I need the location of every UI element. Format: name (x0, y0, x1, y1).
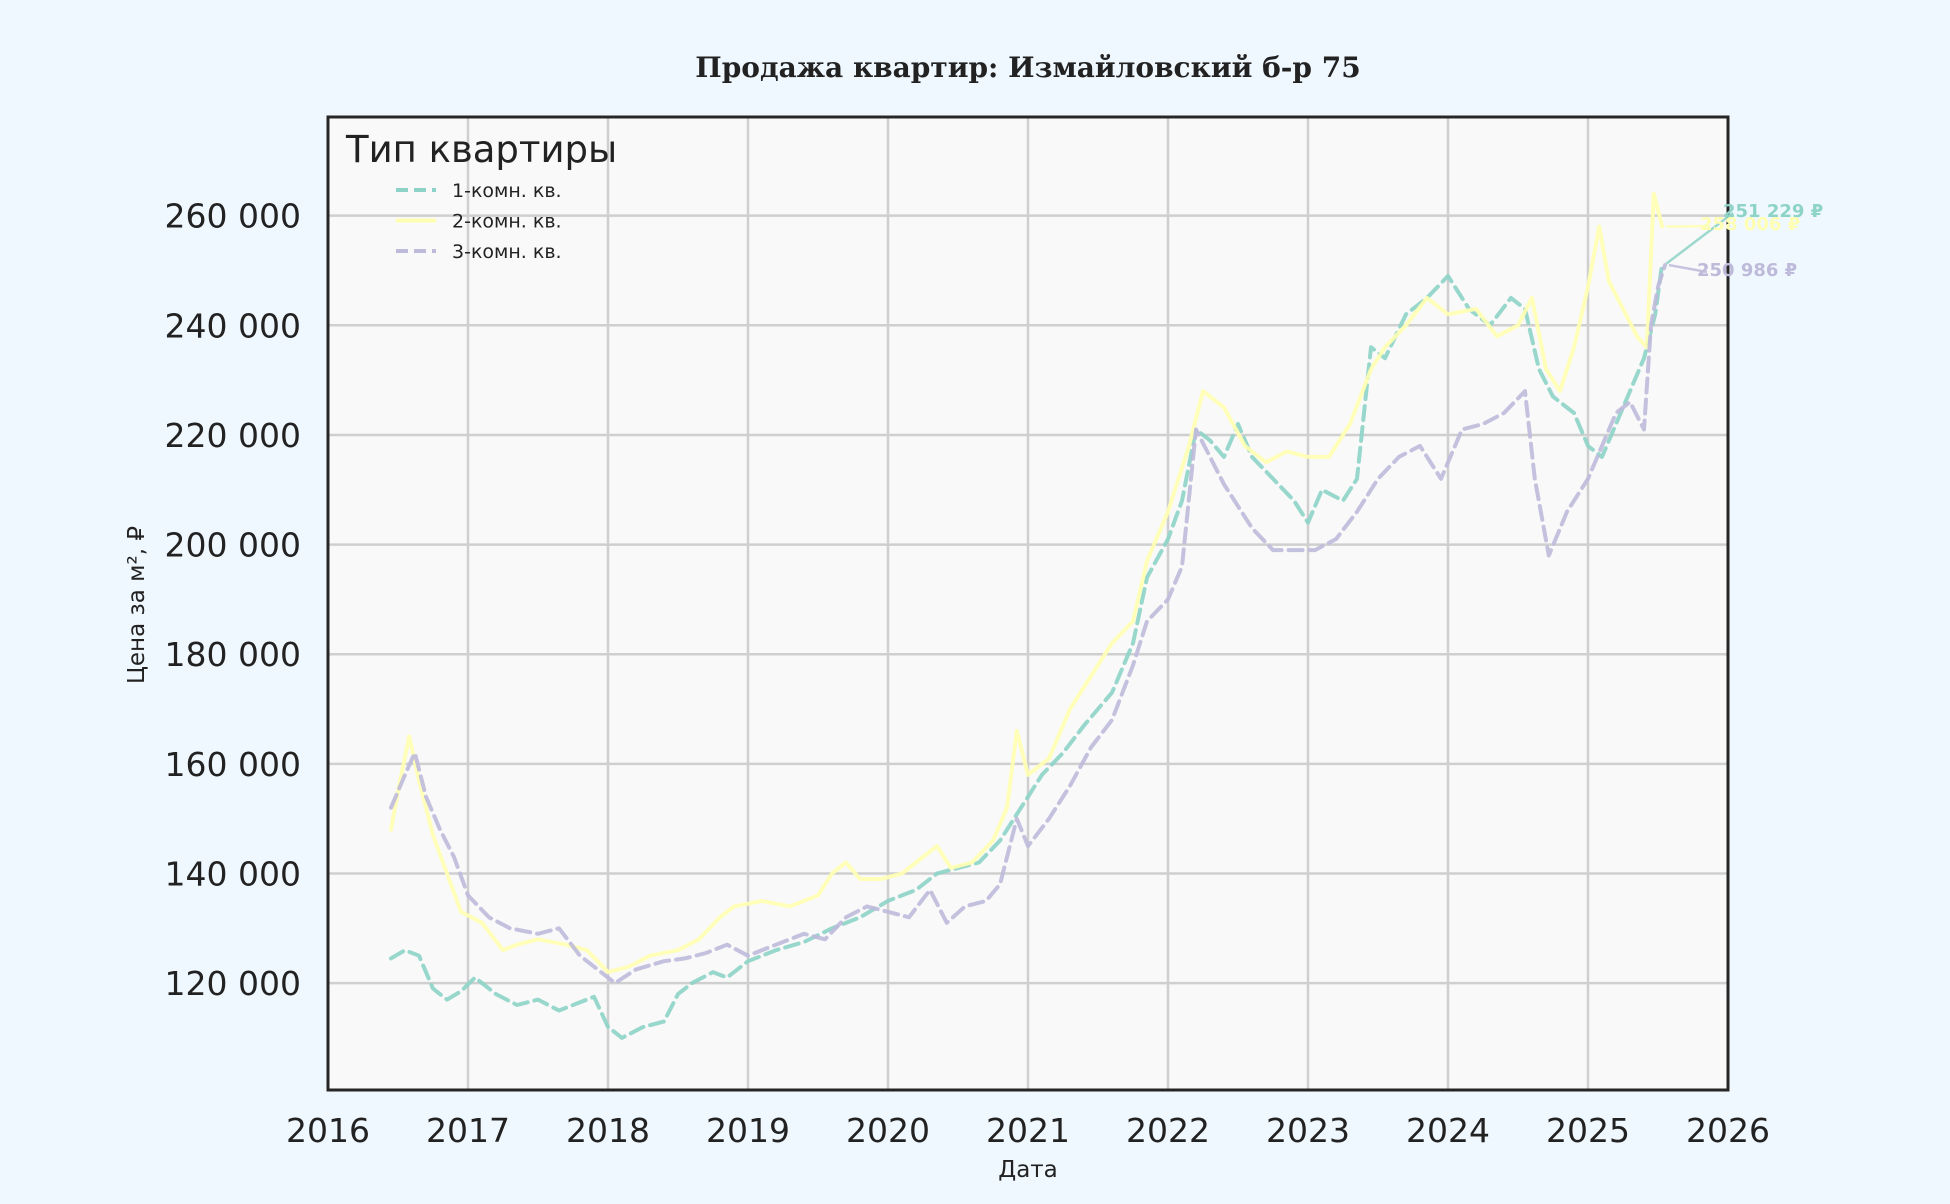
series-2room-end-arrow (1666, 224, 1711, 228)
y-tick-label: 120 000 (165, 964, 301, 1003)
y-tick-label: 200 000 (165, 526, 301, 565)
series-2room-legend-label: 2-комн. кв. (452, 211, 562, 233)
x-tick-label: 2018 (566, 1111, 650, 1150)
series-1room-end-arrow (1665, 212, 1734, 265)
series-3room-end-label: 250 986 ₽ (1697, 260, 1797, 281)
y-tick-label: 260 000 (165, 197, 301, 236)
x-tick-label: 2019 (706, 1111, 790, 1150)
y-tick-label: 180 000 (165, 635, 301, 674)
y-tick-label: 160 000 (165, 745, 301, 784)
series-1room-end-label: 251 229 ₽ (1723, 201, 1823, 222)
x-tick-label: 2022 (1126, 1111, 1210, 1150)
x-tick-label: 2017 (426, 1111, 510, 1150)
series-1room-line (389, 261, 1665, 1040)
x-tick-label: 2026 (1686, 1111, 1770, 1150)
series-3room-end-arrow (1668, 263, 1708, 274)
y-tick-label: 220 000 (165, 416, 301, 455)
legend: Тип квартиры 1-комн. кв. 2-комн. кв. 3-ком… (345, 128, 617, 263)
legend-title: Тип квартиры (345, 128, 617, 171)
x-tick-label: 2016 (286, 1111, 370, 1150)
x-tick-label: 2023 (1266, 1111, 1350, 1150)
y-tick-label: 140 000 (165, 854, 301, 893)
y-tick-labels: 120 000 140 000 160 000 180 000 200 000 220 0… (165, 197, 301, 1003)
x-tick-label: 2021 (986, 1111, 1070, 1150)
legend-items: 1-комн. кв. 2-комн. кв. 3-комн. кв. (396, 180, 562, 263)
end-value-labels: 251 229 ₽258 006 ₽ 250 986 ₽ (1665, 201, 1823, 281)
y-axis-label: Цена за м², ₽ (124, 526, 150, 684)
series-3room-line (389, 263, 1667, 986)
series-layer (389, 191, 1667, 1040)
series-1room-legend-label: 1-комн. кв. (452, 180, 562, 202)
x-tick-label: 2024 (1406, 1111, 1490, 1150)
y-tick-label: 240 000 (165, 306, 301, 345)
chart-title: Продажа квартир: Измайловский б-р 75 (695, 51, 1360, 84)
series-2room-end-label: 258 006 ₽ (1700, 214, 1800, 235)
plot-frame (326, 115, 1730, 1092)
series-3room-legend-label: 3-комн. кв. (452, 241, 562, 263)
series-2room-line (389, 191, 1665, 975)
x-tick-labels: 2016 2017 2018 2019 2020 2021 2022 2023 2024 2025… (286, 1111, 1770, 1150)
x-axis-label: Дата (998, 1157, 1058, 1183)
x-tick-label: 2025 (1546, 1111, 1630, 1150)
x-tick-label: 2020 (846, 1111, 930, 1150)
